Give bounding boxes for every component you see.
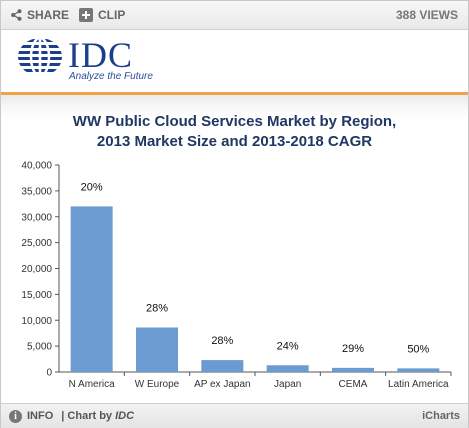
data-label: 50% [407, 343, 429, 355]
icharts-brand-link[interactable]: iCharts [422, 410, 460, 422]
bar [397, 368, 440, 372]
y-tick-label: 5,000 [27, 342, 52, 353]
bar [70, 206, 113, 372]
bar [266, 365, 309, 372]
share-button[interactable]: SHARE [11, 8, 69, 22]
bottom-toolbar: i INFO | Chart by IDC iCharts [1, 403, 468, 428]
share-label: SHARE [27, 8, 70, 22]
y-tick-label: 10,000 [21, 316, 52, 327]
idc-logo-text: IDC [68, 35, 133, 75]
x-tick-label: CEMA [339, 379, 368, 390]
clip-button[interactable]: CLIP [79, 8, 125, 22]
bar [201, 360, 244, 372]
y-tick-label: 25,000 [21, 238, 52, 249]
info-button[interactable]: i INFO [9, 409, 54, 423]
y-tick-label: 35,000 [21, 186, 52, 197]
plus-icon [79, 8, 94, 22]
idc-tagline: Analyze the Future [69, 71, 153, 82]
data-label: 24% [277, 340, 299, 352]
info-icon: i [9, 409, 22, 423]
share-icon [11, 9, 22, 21]
chart-by-name[interactable]: IDC [115, 410, 135, 422]
bar [136, 327, 178, 372]
data-label: 29% [342, 343, 364, 355]
bar-chart: 0 5,000 10,000 15,000 20,000 25,000 30,000 35,0… [21, 161, 452, 390]
x-tick-label: Latin America [388, 379, 449, 390]
x-tick-label: W Europe [135, 379, 180, 390]
chart-title-line1: WW Public Cloud Services Market by Regio… [72, 113, 397, 130]
y-tick-label: 15,000 [21, 290, 52, 301]
idc-globe-icon [18, 38, 62, 76]
info-label: INFO [27, 410, 54, 422]
logo-area: IDC Analyze the Future [1, 30, 468, 92]
data-label: 28% [146, 302, 168, 314]
x-tick-label: AP ex Japan [194, 379, 251, 390]
data-label: 28% [211, 335, 233, 347]
top-toolbar: SHARE CLIP 388 VIEWS [1, 1, 468, 30]
chart-by-prefix: | Chart by [61, 410, 116, 422]
x-tick-label: N America [69, 379, 116, 390]
x-tick-label: Japan [274, 379, 301, 390]
data-label: 20% [81, 181, 103, 193]
header-divider [1, 92, 468, 95]
bar [332, 367, 374, 372]
y-tick-label: 0 [46, 368, 52, 379]
chart-by-credit: | Chart by IDC [61, 410, 134, 422]
views-count: 388 VIEWS [395, 8, 458, 22]
chart-title: WW Public Cloud Services Market by Regio… [1, 112, 468, 152]
clip-label: CLIP [98, 8, 126, 22]
y-tick-label: 30,000 [21, 212, 52, 223]
y-tick-label: 20,000 [21, 264, 52, 275]
y-tick-label: 40,000 [21, 161, 52, 172]
chart-title-line2: 2013 Market Size and 2013-2018 CAGR [96, 133, 373, 150]
